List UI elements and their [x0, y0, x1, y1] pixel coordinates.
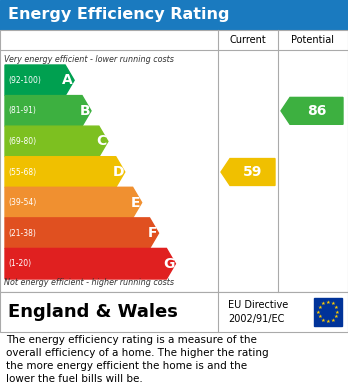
Text: England & Wales: England & Wales — [8, 303, 178, 321]
Text: The energy efficiency rating is a measure of the: The energy efficiency rating is a measur… — [6, 335, 257, 345]
Text: ★: ★ — [317, 314, 322, 319]
Text: 86: 86 — [307, 104, 326, 118]
Polygon shape — [5, 248, 175, 279]
Polygon shape — [5, 95, 91, 126]
Text: overall efficiency of a home. The higher the rating: overall efficiency of a home. The higher… — [6, 348, 269, 358]
Text: ★: ★ — [321, 318, 326, 323]
Text: the more energy efficient the home is and the: the more energy efficient the home is an… — [6, 361, 247, 371]
Text: ★: ★ — [334, 305, 339, 310]
Text: A: A — [62, 73, 73, 87]
Text: Current: Current — [230, 35, 266, 45]
Text: (92-100): (92-100) — [8, 76, 41, 85]
Polygon shape — [5, 65, 74, 95]
Text: ★: ★ — [334, 314, 339, 319]
Text: C: C — [97, 135, 107, 149]
Text: ★: ★ — [316, 310, 321, 314]
Text: ★: ★ — [330, 301, 335, 306]
Polygon shape — [5, 187, 142, 218]
Text: E: E — [131, 196, 141, 210]
Bar — [0, 30, 348, 292]
Text: Not energy efficient - higher running costs: Not energy efficient - higher running co… — [4, 278, 174, 287]
Text: ★: ★ — [335, 310, 340, 314]
Text: (21-38): (21-38) — [8, 229, 36, 238]
Text: ★: ★ — [321, 301, 326, 306]
Text: D: D — [112, 165, 124, 179]
Text: ★: ★ — [326, 319, 330, 324]
Text: ★: ★ — [326, 300, 330, 305]
Text: B: B — [79, 104, 90, 118]
Bar — [314, 298, 342, 326]
Text: ★: ★ — [330, 318, 335, 323]
Polygon shape — [5, 218, 159, 248]
Text: F: F — [148, 226, 158, 240]
Text: G: G — [163, 257, 174, 271]
Text: 59: 59 — [243, 165, 262, 179]
Polygon shape — [5, 126, 108, 157]
Text: Energy Efficiency Rating: Energy Efficiency Rating — [8, 7, 229, 23]
Text: Potential: Potential — [291, 35, 333, 45]
Polygon shape — [281, 97, 343, 124]
Text: (39-54): (39-54) — [8, 198, 36, 207]
Bar — [0, 292, 348, 332]
Bar — [0, 0, 348, 30]
Text: lower the fuel bills will be.: lower the fuel bills will be. — [6, 374, 143, 384]
Text: ★: ★ — [317, 305, 322, 310]
Text: (55-68): (55-68) — [8, 167, 36, 176]
Text: (69-80): (69-80) — [8, 137, 36, 146]
Text: (81-91): (81-91) — [8, 106, 36, 115]
Text: Very energy efficient - lower running costs: Very energy efficient - lower running co… — [4, 55, 174, 64]
Text: (1-20): (1-20) — [8, 259, 31, 268]
Polygon shape — [5, 157, 125, 187]
Polygon shape — [221, 158, 275, 185]
Text: EU Directive
2002/91/EC: EU Directive 2002/91/EC — [228, 300, 288, 324]
